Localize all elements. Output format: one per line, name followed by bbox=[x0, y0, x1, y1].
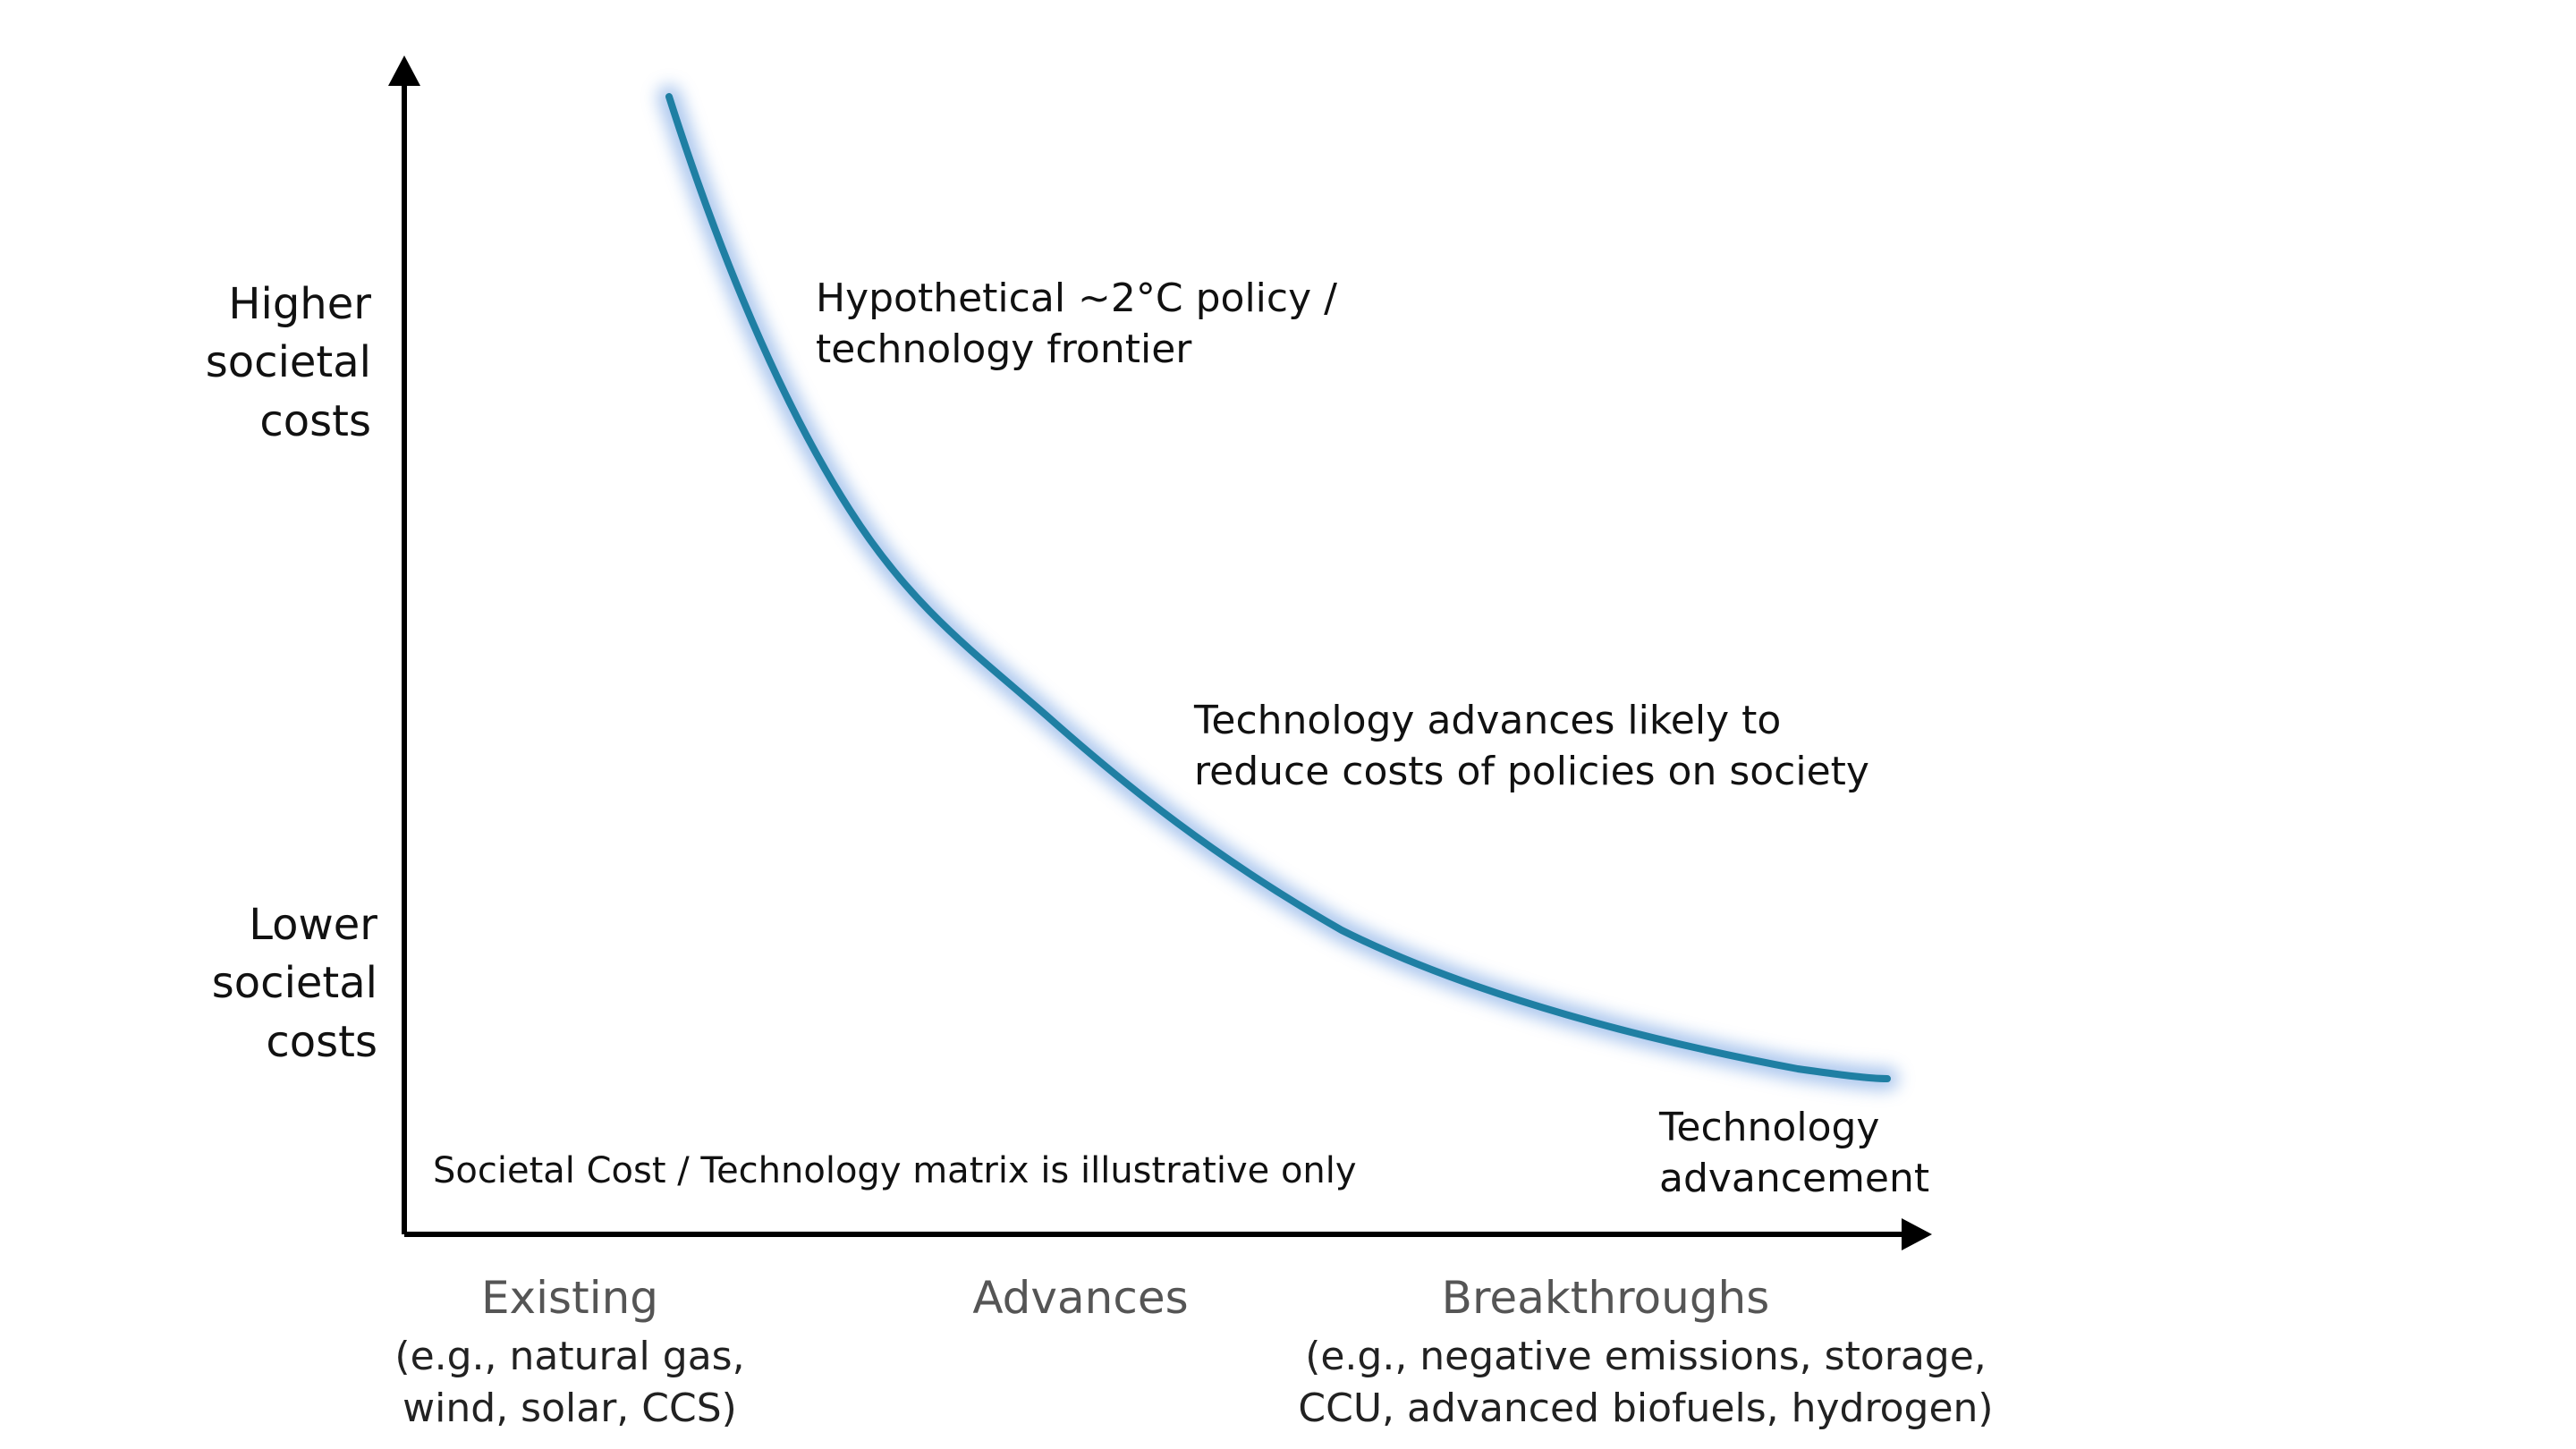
y-label-lower-costs: Lower societal costs bbox=[211, 900, 377, 1067]
frontier-curve bbox=[665, 93, 1891, 1082]
x-axis-arrowhead bbox=[1902, 1218, 1932, 1250]
tech-advancement-annotation: Technology advancement bbox=[1659, 1105, 1930, 1202]
category-existing: Existing bbox=[480, 1272, 659, 1324]
frontier-curve-glow bbox=[657, 85, 1899, 1090]
category-advances: Advances bbox=[972, 1272, 1189, 1324]
disclaimer-note: Societal Cost / Technology matrix is ill… bbox=[433, 1150, 1357, 1191]
category-breakthroughs-examples: (e.g., negative emissions, storage, CCU,… bbox=[1298, 1334, 1994, 1432]
y-label-higher-costs: Higher societal costs bbox=[205, 279, 371, 446]
category-breakthroughs: Breakthroughs bbox=[1441, 1272, 1770, 1324]
advances-annotation: Technology advances likely to reduce cos… bbox=[1194, 698, 1869, 795]
y-axis-arrowhead bbox=[388, 55, 420, 86]
frontier-annotation: Hypothetical ~2°C policy / technology fr… bbox=[816, 275, 1337, 373]
category-existing-examples: (e.g., natural gas, wind, solar, CCS) bbox=[394, 1334, 745, 1432]
